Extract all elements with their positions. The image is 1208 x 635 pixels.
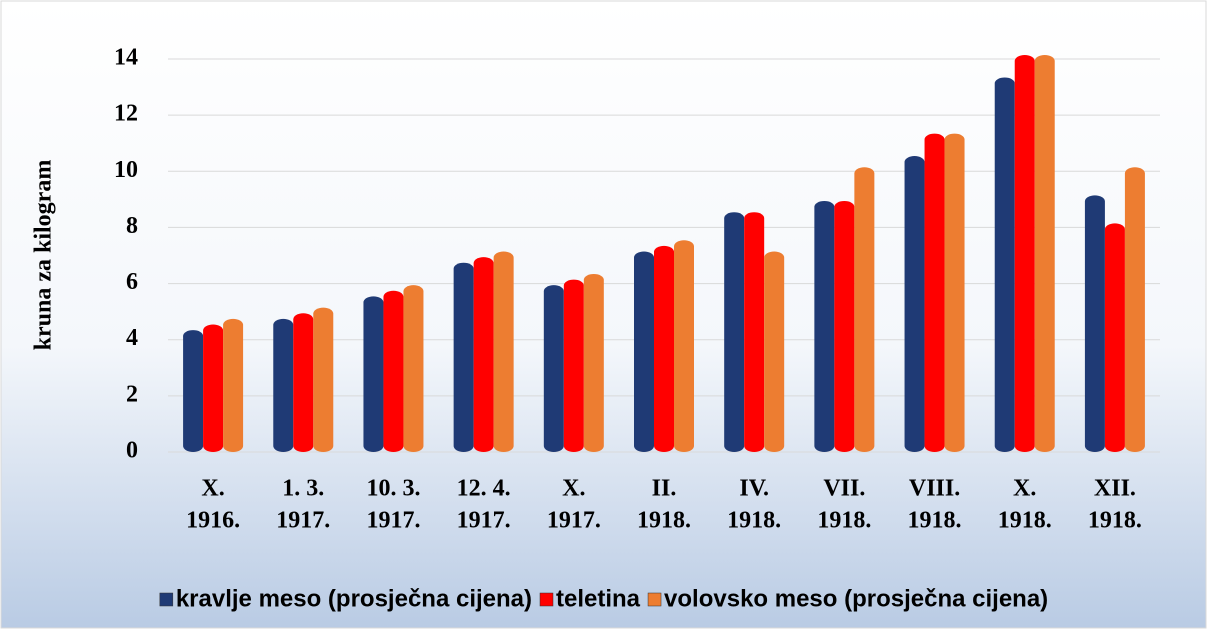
y-tick-label: 6 [126,269,138,295]
bar [1104,223,1125,452]
bar [363,296,384,452]
y-tick-label: 4 [126,325,138,351]
bar [924,133,945,452]
bar [203,324,224,452]
bar [273,318,294,452]
bar [293,313,314,452]
bar [944,133,965,452]
bar [1084,195,1105,452]
bar [834,200,855,452]
y-tick-label: 0 [126,438,138,464]
x-tick-label: XII. [1094,476,1136,502]
y-tick-label: 12 [114,101,138,127]
bar [313,307,334,452]
y-tick-label: 2 [126,381,138,407]
bar [403,285,424,452]
legend-marker [647,592,662,607]
x-tick-label: 1916. [186,508,240,534]
x-tick-label: 1917. [366,508,420,534]
x-tick-label: 1918. [817,508,871,534]
bar [543,285,564,452]
y-axis-label: kruna za kilogram [31,160,57,351]
y-tick-label: 14 [114,45,138,71]
bar [744,212,765,452]
x-tick-label: X. [562,476,585,502]
x-tick-label: X. [201,476,224,502]
legend-label: kravlje meso (prosječna cijena) [176,585,532,612]
bar [493,251,514,452]
bar [764,251,785,452]
legend-marker [539,592,554,607]
x-tick-label: 1918. [1088,508,1142,534]
x-tick-label: IV. [739,476,769,502]
bar [904,156,925,453]
bar [453,262,474,452]
x-tick-label: VII. [823,476,865,502]
bar [1124,167,1145,453]
x-tick-label: VIII. [909,476,960,502]
legend-marker [159,592,174,607]
x-tick-label: 1917. [276,508,330,534]
x-tick-label: II. [652,476,677,502]
bar [654,245,674,452]
x-tick-label: 1. 3. [282,476,324,502]
legend-label: teletina [556,585,641,612]
bar [674,240,694,452]
bar [583,273,604,452]
bar [183,330,204,452]
bar [634,251,654,452]
bar [724,212,745,452]
legend-label: volovsko meso (prosječna cijena) [664,585,1048,612]
x-tick-label: 1917. [547,508,601,534]
y-tick-label: 10 [114,157,138,183]
x-tick-label: 10. 3. [366,476,420,502]
bar [854,167,875,453]
x-tick-label: 1918. [908,508,962,534]
bar [473,257,494,452]
x-tick-label: 1918. [727,508,781,534]
y-tick-label: 8 [126,213,138,239]
x-tick-label: 12. 4. [457,476,511,502]
x-tick-label: 1918. [637,508,691,534]
bar [1034,55,1055,452]
legend: kravlje meso (prosječna cijena) teletina v… [159,585,1048,612]
bar [814,200,835,452]
bar [383,290,404,452]
x-tick-label: X. [1013,476,1036,502]
x-tick-label: 1917. [457,508,511,534]
bar [563,279,584,452]
bar [994,77,1015,452]
x-tick-label: 1918. [998,508,1052,534]
bar [223,318,244,452]
bar [1014,55,1035,452]
